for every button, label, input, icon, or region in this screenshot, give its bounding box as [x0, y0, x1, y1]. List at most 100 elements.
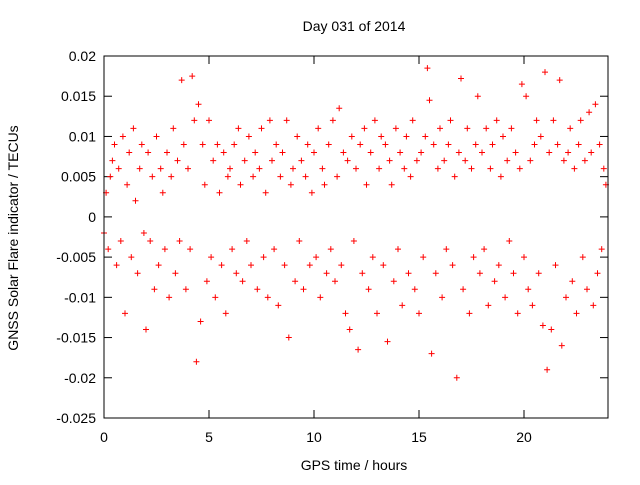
data-point	[533, 117, 540, 124]
data-point	[258, 125, 265, 132]
data-point	[581, 157, 588, 164]
data-point	[126, 149, 133, 156]
x-tick-label: 20	[516, 429, 532, 445]
data-point	[502, 294, 509, 301]
data-point	[344, 157, 351, 164]
data-point	[592, 101, 599, 108]
data-point	[245, 133, 252, 140]
data-point	[254, 286, 261, 293]
data-point	[332, 278, 338, 285]
plot-frame	[103, 55, 609, 419]
data-point	[512, 149, 519, 156]
data-point	[193, 358, 200, 365]
data-point	[418, 149, 425, 156]
data-point	[441, 157, 448, 164]
data-point	[355, 346, 362, 353]
data-point	[483, 125, 490, 132]
data-point	[250, 173, 257, 180]
data-point	[359, 270, 366, 277]
data-point	[598, 246, 605, 253]
data-point	[353, 165, 359, 172]
data-point	[380, 262, 387, 269]
data-point	[109, 157, 116, 164]
data-point	[395, 246, 401, 253]
data-point	[588, 149, 595, 156]
data-point	[510, 270, 517, 277]
data-point	[565, 149, 572, 156]
data-point	[128, 254, 135, 261]
data-point	[285, 334, 292, 341]
data-point	[199, 141, 206, 148]
data-point	[500, 133, 506, 140]
data-point	[122, 310, 128, 317]
data-point	[124, 181, 131, 188]
data-point	[176, 238, 183, 245]
data-point	[392, 125, 399, 132]
data-point	[401, 165, 408, 172]
data-point	[439, 294, 446, 301]
data-point	[241, 157, 248, 164]
data-point	[579, 254, 586, 261]
data-point	[546, 149, 553, 156]
data-point	[472, 141, 479, 148]
data-point	[174, 157, 181, 164]
data-point	[269, 157, 275, 164]
data-point	[237, 181, 244, 188]
data-point	[119, 133, 126, 140]
y-tick-label: -0.025	[56, 410, 96, 426]
data-point	[233, 270, 240, 277]
data-point	[287, 181, 294, 188]
data-point	[350, 238, 357, 245]
data-point	[434, 165, 441, 172]
data-point	[340, 149, 347, 156]
data-point	[464, 125, 471, 132]
data-point	[260, 254, 267, 261]
data-point	[407, 173, 414, 180]
data-point	[403, 133, 410, 140]
data-point	[342, 310, 349, 317]
data-point	[172, 270, 179, 277]
data-point	[140, 229, 147, 236]
data-point	[327, 246, 334, 253]
data-point	[460, 286, 467, 293]
data-point	[180, 141, 187, 148]
x-tick-label: 15	[411, 429, 427, 445]
data-point	[151, 286, 158, 293]
data-point	[334, 173, 341, 180]
data-point	[336, 105, 343, 112]
data-point	[458, 75, 464, 82]
y-tick-label: 0.015	[61, 88, 96, 104]
data-point	[153, 133, 160, 140]
data-point	[569, 278, 576, 285]
data-point	[523, 93, 530, 100]
data-point	[497, 173, 504, 180]
data-point	[313, 254, 320, 261]
data-point	[544, 366, 551, 373]
data-point	[560, 157, 567, 164]
data-point	[495, 262, 502, 269]
data-point	[575, 141, 582, 148]
data-point	[445, 141, 452, 148]
data-point	[573, 310, 580, 317]
data-point	[166, 294, 173, 301]
data-point	[239, 278, 246, 285]
data-point	[321, 181, 328, 188]
data-point	[203, 278, 210, 285]
data-point	[388, 181, 395, 188]
data-point	[470, 254, 477, 261]
data-point	[338, 262, 345, 269]
data-point	[208, 254, 215, 261]
data-point	[462, 157, 469, 164]
data-point	[367, 149, 374, 156]
data-point	[357, 141, 364, 148]
data-point	[159, 189, 166, 196]
data-point	[319, 165, 326, 172]
data-point	[348, 133, 355, 140]
data-point	[405, 270, 412, 277]
data-point	[521, 254, 527, 261]
data-point	[468, 165, 475, 172]
data-point	[130, 125, 137, 132]
data-point	[365, 286, 372, 293]
data-point	[487, 165, 494, 172]
data-point	[550, 117, 557, 124]
